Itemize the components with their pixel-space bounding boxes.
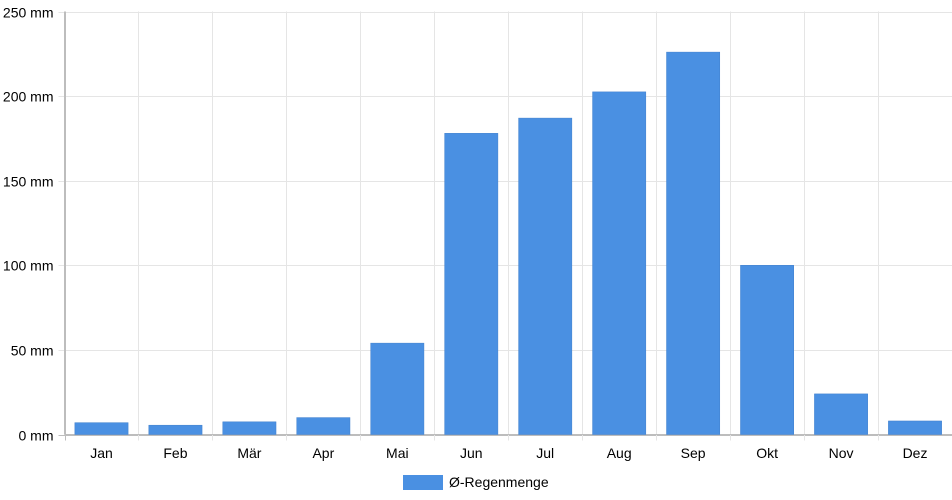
bar[interactable] [296, 417, 351, 435]
y-tick-label: 100 mm [3, 258, 54, 274]
x-tick-label: Aug [607, 445, 632, 461]
legend-swatch[interactable] [403, 475, 443, 490]
legend[interactable]: Ø-Regenmenge [403, 474, 549, 490]
x-tick-label: Jun [460, 445, 483, 461]
x-tick-label: Mär [237, 445, 261, 461]
bar[interactable] [222, 421, 277, 435]
bar[interactable] [518, 117, 573, 435]
bar[interactable] [370, 342, 425, 435]
legend-label[interactable]: Ø-Regenmenge [449, 474, 549, 490]
x-tick-label: Jul [536, 445, 554, 461]
bar[interactable] [814, 393, 868, 435]
bar[interactable] [888, 420, 942, 435]
x-tick-label: Nov [829, 445, 854, 461]
y-axis-tick-labels: 0 mm 50 mm 100 mm 150 mm 200 mm 250 mm [3, 5, 54, 444]
x-axis-tick-labels: Jan Feb Mär Apr Mai Jun Jul Aug Sep Okt Nov Dez [90, 445, 927, 461]
bar[interactable] [592, 91, 647, 435]
bar[interactable] [666, 51, 721, 435]
x-tick-label: Dez [903, 445, 928, 461]
y-tick-label: 250 mm [3, 5, 54, 21]
bars [74, 51, 942, 435]
y-tick-label: 200 mm [3, 89, 54, 105]
bar[interactable] [444, 133, 499, 435]
axes [64, 11, 952, 435]
x-tick-label: Apr [312, 445, 334, 461]
x-tick-label: Mai [386, 445, 409, 461]
y-tick-label: 50 mm [11, 343, 54, 359]
x-tick-label: Feb [163, 445, 187, 461]
y-tick-label: 150 mm [3, 174, 54, 190]
grid-lines [58, 11, 952, 441]
y-tick-label: 0 mm [19, 428, 54, 444]
x-tick-label: Okt [756, 445, 778, 461]
x-tick-label: Sep [681, 445, 706, 461]
x-tick-label: Jan [90, 445, 113, 461]
bar[interactable] [740, 265, 794, 435]
bar[interactable] [74, 422, 129, 435]
bar[interactable] [148, 424, 203, 435]
